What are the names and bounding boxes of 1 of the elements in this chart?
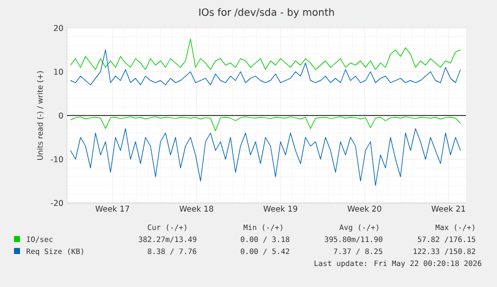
chart-title: IOs for /dev/sda - by month — [199, 8, 334, 18]
